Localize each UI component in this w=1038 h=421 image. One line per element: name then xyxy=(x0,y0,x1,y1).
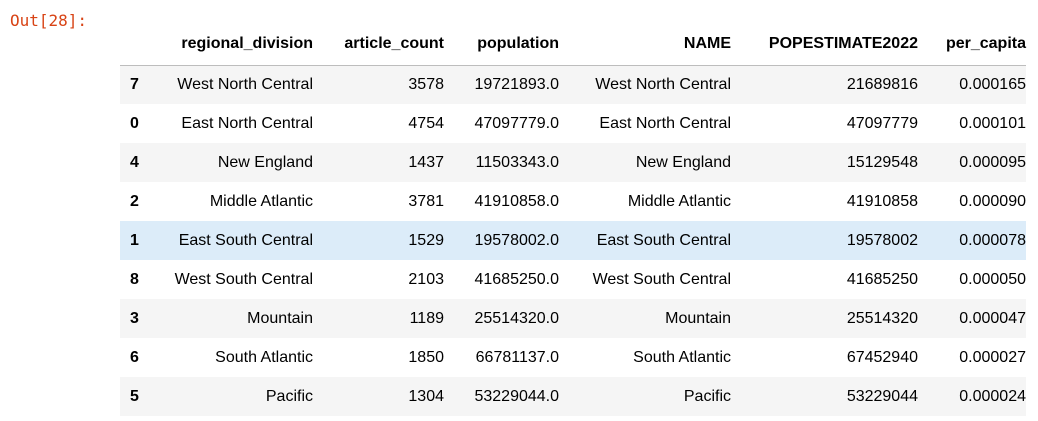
dataframe-output: regional_division article_count populati… xyxy=(120,24,1026,416)
cell-article-count: 3578 xyxy=(408,75,444,93)
cell-per-capita: 0.000027 xyxy=(959,348,1026,366)
column-header-per-capita: per_capita xyxy=(918,24,1026,66)
cell-name: East North Central xyxy=(599,114,731,132)
cell-population: 47097779.0 xyxy=(474,114,559,132)
column-header-population: population xyxy=(444,24,559,66)
cell-article-count: 4754 xyxy=(408,114,444,132)
cell-name: East South Central xyxy=(596,231,731,249)
output-prompt: Out[28]: xyxy=(10,11,88,30)
cell-article-count: 1189 xyxy=(409,309,444,327)
cell-per-capita: 0.000050 xyxy=(959,270,1026,288)
cell-regional-division: East South Central xyxy=(178,231,313,249)
cell-regional-division: New England xyxy=(217,153,313,171)
cell-per-capita: 0.000090 xyxy=(959,192,1026,210)
cell-name: Pacific xyxy=(683,387,731,405)
cell-name: Middle Atlantic xyxy=(627,192,731,210)
cell-name: West South Central xyxy=(592,270,731,288)
cell-regional-division: West South Central xyxy=(174,270,313,288)
column-header-popestimate2022: POPESTIMATE2022 xyxy=(731,24,918,66)
header-row: regional_division article_count populati… xyxy=(120,24,1026,66)
cell-article-count: 3781 xyxy=(408,192,444,210)
cell-population: 41910858.0 xyxy=(474,192,559,210)
cell-per-capita: 0.000078 xyxy=(959,231,1026,249)
table-row: 4 New England 1437 11503343.0 New England 151… xyxy=(120,143,1026,182)
table-row: 5 Pacific 1304 53229044.0 Pacific 53229044 0.0… xyxy=(120,377,1026,416)
cell-per-capita: 0.000024 xyxy=(959,387,1026,405)
table-row: 8 West South Central 2103 41685250.0 West So… xyxy=(120,260,1026,299)
cell-population: 41685250.0 xyxy=(474,270,559,288)
cell-population: 53229044.0 xyxy=(474,387,559,405)
column-header-article-count: article_count xyxy=(314,24,444,66)
row-index: 3 xyxy=(130,309,139,327)
table-row: 0 East North Central 4754 47097779.0 East No… xyxy=(120,104,1026,143)
cell-popestimate2022: 47097779 xyxy=(846,114,918,132)
cell-name: New England xyxy=(635,153,731,171)
row-index: 6 xyxy=(130,348,139,366)
cell-article-count: 1850 xyxy=(408,348,444,366)
cell-population: 66781137.0 xyxy=(475,348,559,366)
cell-popestimate2022: 19578002 xyxy=(846,231,918,249)
cell-regional-division: Mountain xyxy=(247,309,313,327)
cell-popestimate2022: 25514320 xyxy=(846,309,918,327)
cell-name: Mountain xyxy=(665,309,731,327)
cell-regional-division: Pacific xyxy=(265,387,313,405)
cell-population: 19721893.0 xyxy=(474,75,559,93)
dataframe-table: regional_division article_count populati… xyxy=(120,24,1026,416)
cell-popestimate2022: 53229044 xyxy=(846,387,918,405)
table-row: 7 West North Central 3578 19721893.0 West No… xyxy=(120,65,1026,104)
column-header-name: NAME xyxy=(559,24,731,66)
index-header xyxy=(120,24,150,66)
row-index: 5 xyxy=(130,387,139,405)
cell-article-count: 2103 xyxy=(408,270,444,288)
row-index: 2 xyxy=(130,192,139,210)
cell-regional-division: Middle Atlantic xyxy=(209,192,313,210)
cell-popestimate2022: 15129548 xyxy=(846,153,918,171)
cell-regional-division: East North Central xyxy=(181,114,313,132)
cell-regional-division: South Atlantic xyxy=(215,348,313,366)
table-row: 2 Middle Atlantic 3781 41910858.0 Middle Atl… xyxy=(120,182,1026,221)
cell-regional-division: West North Central xyxy=(177,75,313,93)
cell-name: South Atlantic xyxy=(633,348,731,366)
cell-article-count: 1304 xyxy=(408,387,444,405)
cell-popestimate2022: 41685250 xyxy=(846,270,918,288)
row-index: 0 xyxy=(130,114,139,132)
cell-population: 25514320.0 xyxy=(474,309,559,327)
cell-per-capita: 0.000165 xyxy=(959,75,1026,93)
cell-popestimate2022: 41910858 xyxy=(846,192,918,210)
table-header: regional_division article_count populati… xyxy=(120,24,1026,66)
cell-per-capita: 0.000101 xyxy=(959,114,1026,132)
row-index: 8 xyxy=(130,270,139,288)
table-row: 6 South Atlantic 1850 66781137.0 South Atlan… xyxy=(120,338,1026,377)
cell-population: 19578002.0 xyxy=(474,231,559,249)
row-index: 7 xyxy=(130,75,139,93)
cell-per-capita: 0.000047 xyxy=(959,309,1026,327)
table-body: 7 West North Central 3578 19721893.0 West No… xyxy=(120,65,1026,416)
table-row: 3 Mountain 1189 25514320.0 Mountain 25514320 0… xyxy=(120,299,1026,338)
cell-article-count: 1437 xyxy=(408,153,444,171)
cell-population: 11503343.0 xyxy=(475,153,559,171)
column-header-regional-division: regional_division xyxy=(150,24,314,66)
table-row: 1 East South Central 1529 19578002.0 East So… xyxy=(120,221,1026,260)
cell-popestimate2022: 21689816 xyxy=(846,75,918,93)
cell-popestimate2022: 67452940 xyxy=(846,348,918,366)
row-index: 1 xyxy=(130,231,139,249)
row-index: 4 xyxy=(130,153,139,171)
cell-article-count: 1529 xyxy=(408,231,444,249)
cell-per-capita: 0.000095 xyxy=(959,153,1026,171)
cell-name: West North Central xyxy=(595,75,731,93)
